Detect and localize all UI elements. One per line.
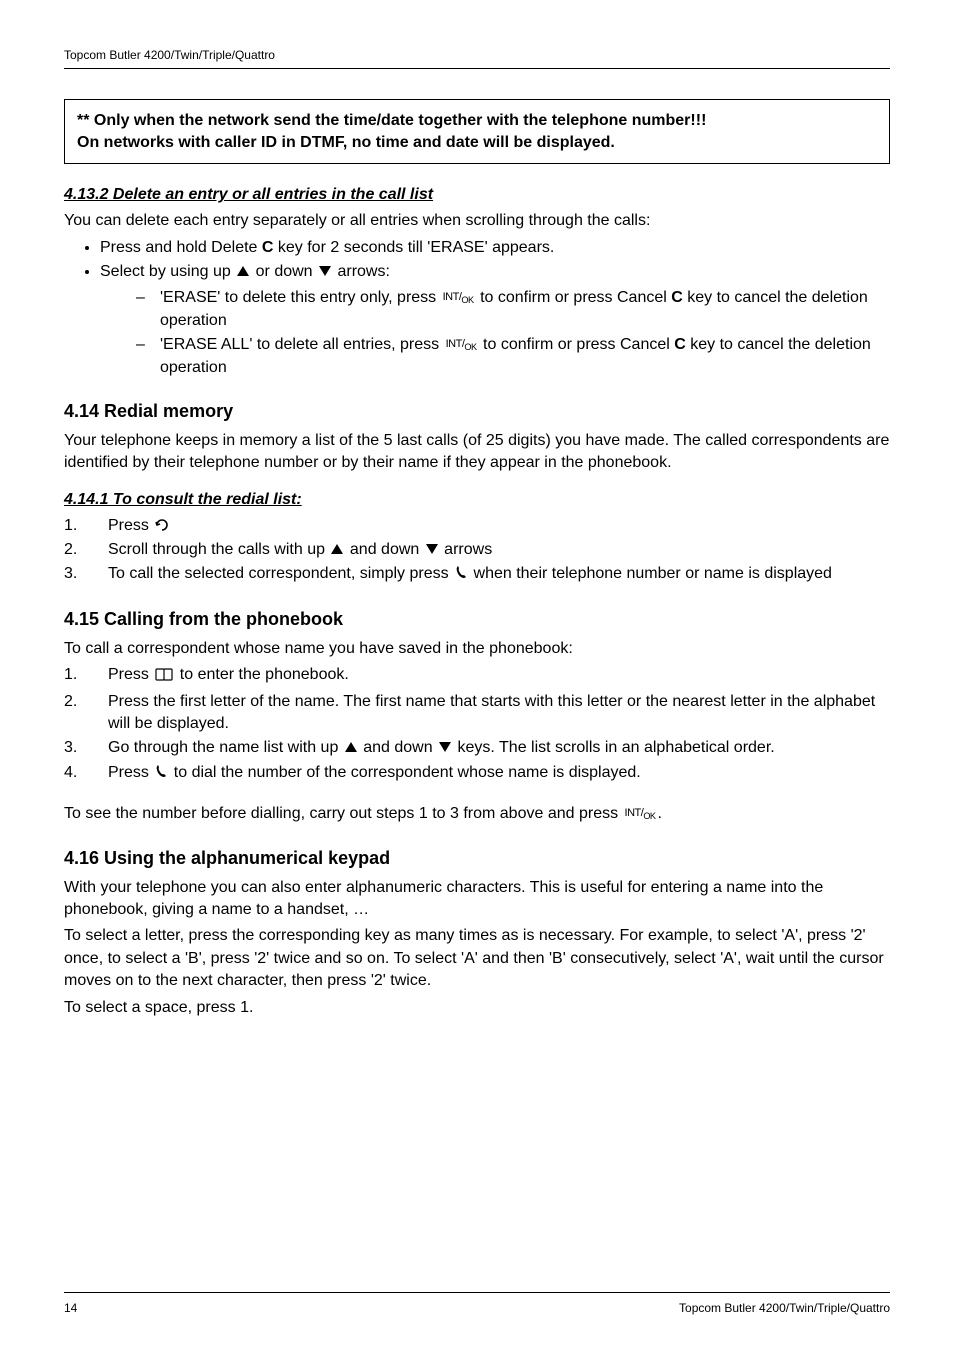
list-item: 2. Press the first letter of the name. T…: [64, 691, 890, 736]
redial-icon: [155, 519, 169, 531]
page: Topcom Butler 4200/Twin/Triple/Quattro *…: [0, 0, 954, 1351]
num-body: Press to enter the phonebook.: [108, 664, 890, 688]
text: Select by using up: [100, 263, 235, 280]
num-label: 3.: [64, 563, 108, 586]
text: keys. The list scrolls in an alphabetica…: [453, 739, 775, 756]
text: when their telephone number or name is d…: [469, 565, 832, 582]
footer-row: 14 Topcom Butler 4200/Twin/Triple/Quattr…: [64, 1301, 890, 1315]
num-body: Press the first letter of the name. The …: [108, 691, 890, 736]
dash-item: 'ERASE ALL' to delete all entries, press…: [136, 334, 890, 379]
text: Press: [108, 764, 153, 781]
dash-item: 'ERASE' to delete this entry only, press…: [136, 287, 890, 332]
text: key for 2 seconds till 'ERASE' appears.: [273, 239, 554, 256]
header-rule: [64, 68, 890, 69]
text: To see the number before dialling, carry…: [64, 805, 623, 822]
phonebook-icon: [155, 666, 173, 688]
text: to confirm or press Cancel: [476, 289, 672, 306]
text: Press: [108, 517, 153, 534]
text: 'ERASE' to delete this entry only, press: [160, 289, 441, 306]
text: .: [658, 805, 662, 822]
heading-4-15: 4.15 Calling from the phonebook: [64, 609, 890, 630]
intro-4-13-2: You can delete each entry separately or …: [64, 210, 890, 232]
para1-4-16: With your telephone you can also enter a…: [64, 877, 890, 922]
num-body: Press to dial the number of the correspo…: [108, 762, 890, 785]
text: 'ERASE ALL' to delete all entries, press: [160, 336, 444, 353]
key-c: C: [674, 336, 686, 353]
list-item: 4. Press to dial the number of the corre…: [64, 762, 890, 785]
heading-4-14: 4.14 Redial memory: [64, 401, 890, 422]
key-c: C: [671, 289, 683, 306]
int-ok-icon: INT/OK: [443, 291, 474, 303]
closing-4-15: To see the number before dialling, carry…: [64, 803, 890, 825]
call-icon: [455, 564, 467, 586]
arrow-down-icon: [319, 266, 331, 276]
num-label: 3.: [64, 737, 108, 759]
text: To call the selected correspondent, simp…: [108, 565, 453, 582]
footer: 14 Topcom Butler 4200/Twin/Triple/Quattr…: [64, 1292, 890, 1315]
text: and down: [345, 541, 423, 558]
num-label: 2.: [64, 691, 108, 736]
key-c: C: [262, 239, 274, 256]
list-item: 1. Press: [64, 515, 890, 537]
text: or down: [251, 263, 317, 280]
num-body: Go through the name list with up and dow…: [108, 737, 890, 759]
bullet-item: Select by using up or down arrows:: [100, 261, 890, 283]
num-body: Scroll through the calls with up and dow…: [108, 539, 890, 561]
text: to confirm or press Cancel: [479, 336, 675, 353]
list-item: 3. Go through the name list with up and …: [64, 737, 890, 759]
text: Press and hold Delete: [100, 239, 262, 256]
text: Scroll through the calls with up: [108, 541, 329, 558]
num-label: 4.: [64, 762, 108, 785]
callout-line1: ** Only when the network send the time/d…: [77, 112, 706, 129]
num-label: 2.: [64, 539, 108, 561]
text: Go through the name list with up: [108, 739, 343, 756]
text: to dial the number of the correspondent …: [169, 764, 640, 781]
call-icon: [155, 763, 167, 785]
list-item: 1. Press to enter the phonebook.: [64, 664, 890, 688]
callout-line2: On networks with caller ID in DTMF, no t…: [77, 134, 615, 151]
arrow-up-icon: [331, 544, 343, 554]
num-body: To call the selected correspondent, simp…: [108, 563, 890, 586]
footer-product: Topcom Butler 4200/Twin/Triple/Quattro: [679, 1301, 890, 1315]
num-body: Press: [108, 515, 890, 537]
para-4-14: Your telephone keeps in memory a list of…: [64, 430, 890, 475]
arrow-up-icon: [237, 266, 249, 276]
heading-4-13-2: 4.13.2 Delete an entry or all entries in…: [64, 186, 890, 204]
text: arrows: [440, 541, 492, 558]
arrow-down-icon: [439, 742, 451, 752]
heading-4-14-1: 4.14.1 To consult the redial list:: [64, 491, 890, 509]
int-ok-icon: INT/OK: [446, 338, 477, 350]
text: and down: [359, 739, 437, 756]
page-number: 14: [64, 1301, 77, 1315]
arrow-down-icon: [426, 544, 438, 554]
para2-4-16: To select a letter, press the correspond…: [64, 925, 890, 992]
bullet-list-4-13-2: Press and hold Delete C key for 2 second…: [64, 237, 890, 284]
callout-box: ** Only when the network send the time/d…: [64, 99, 890, 164]
bullet-item: Press and hold Delete C key for 2 second…: [100, 237, 890, 259]
text: to enter the phonebook.: [175, 666, 348, 683]
heading-4-16: 4.16 Using the alphanumerical keypad: [64, 848, 890, 869]
text: Press: [108, 666, 153, 683]
intro-4-15: To call a correspondent whose name you h…: [64, 638, 890, 660]
int-ok-icon: INT/OK: [625, 807, 656, 819]
num-label: 1.: [64, 664, 108, 688]
num-label: 1.: [64, 515, 108, 537]
arrow-up-icon: [345, 742, 357, 752]
header-product: Topcom Butler 4200/Twin/Triple/Quattro: [64, 48, 890, 62]
list-item: 3. To call the selected correspondent, s…: [64, 563, 890, 586]
numlist-4-14-1: 1. Press 2. Scroll through the calls wit…: [64, 515, 890, 587]
text: arrows:: [333, 263, 390, 280]
para3-4-16: To select a space, press 1.: [64, 997, 890, 1019]
list-item: 2. Scroll through the calls with up and …: [64, 539, 890, 561]
numlist-4-15: 1. Press to enter the phonebook. 2. Pres…: [64, 664, 890, 785]
footer-rule: [64, 1292, 890, 1293]
dash-list-4-13-2: 'ERASE' to delete this entry only, press…: [64, 287, 890, 379]
